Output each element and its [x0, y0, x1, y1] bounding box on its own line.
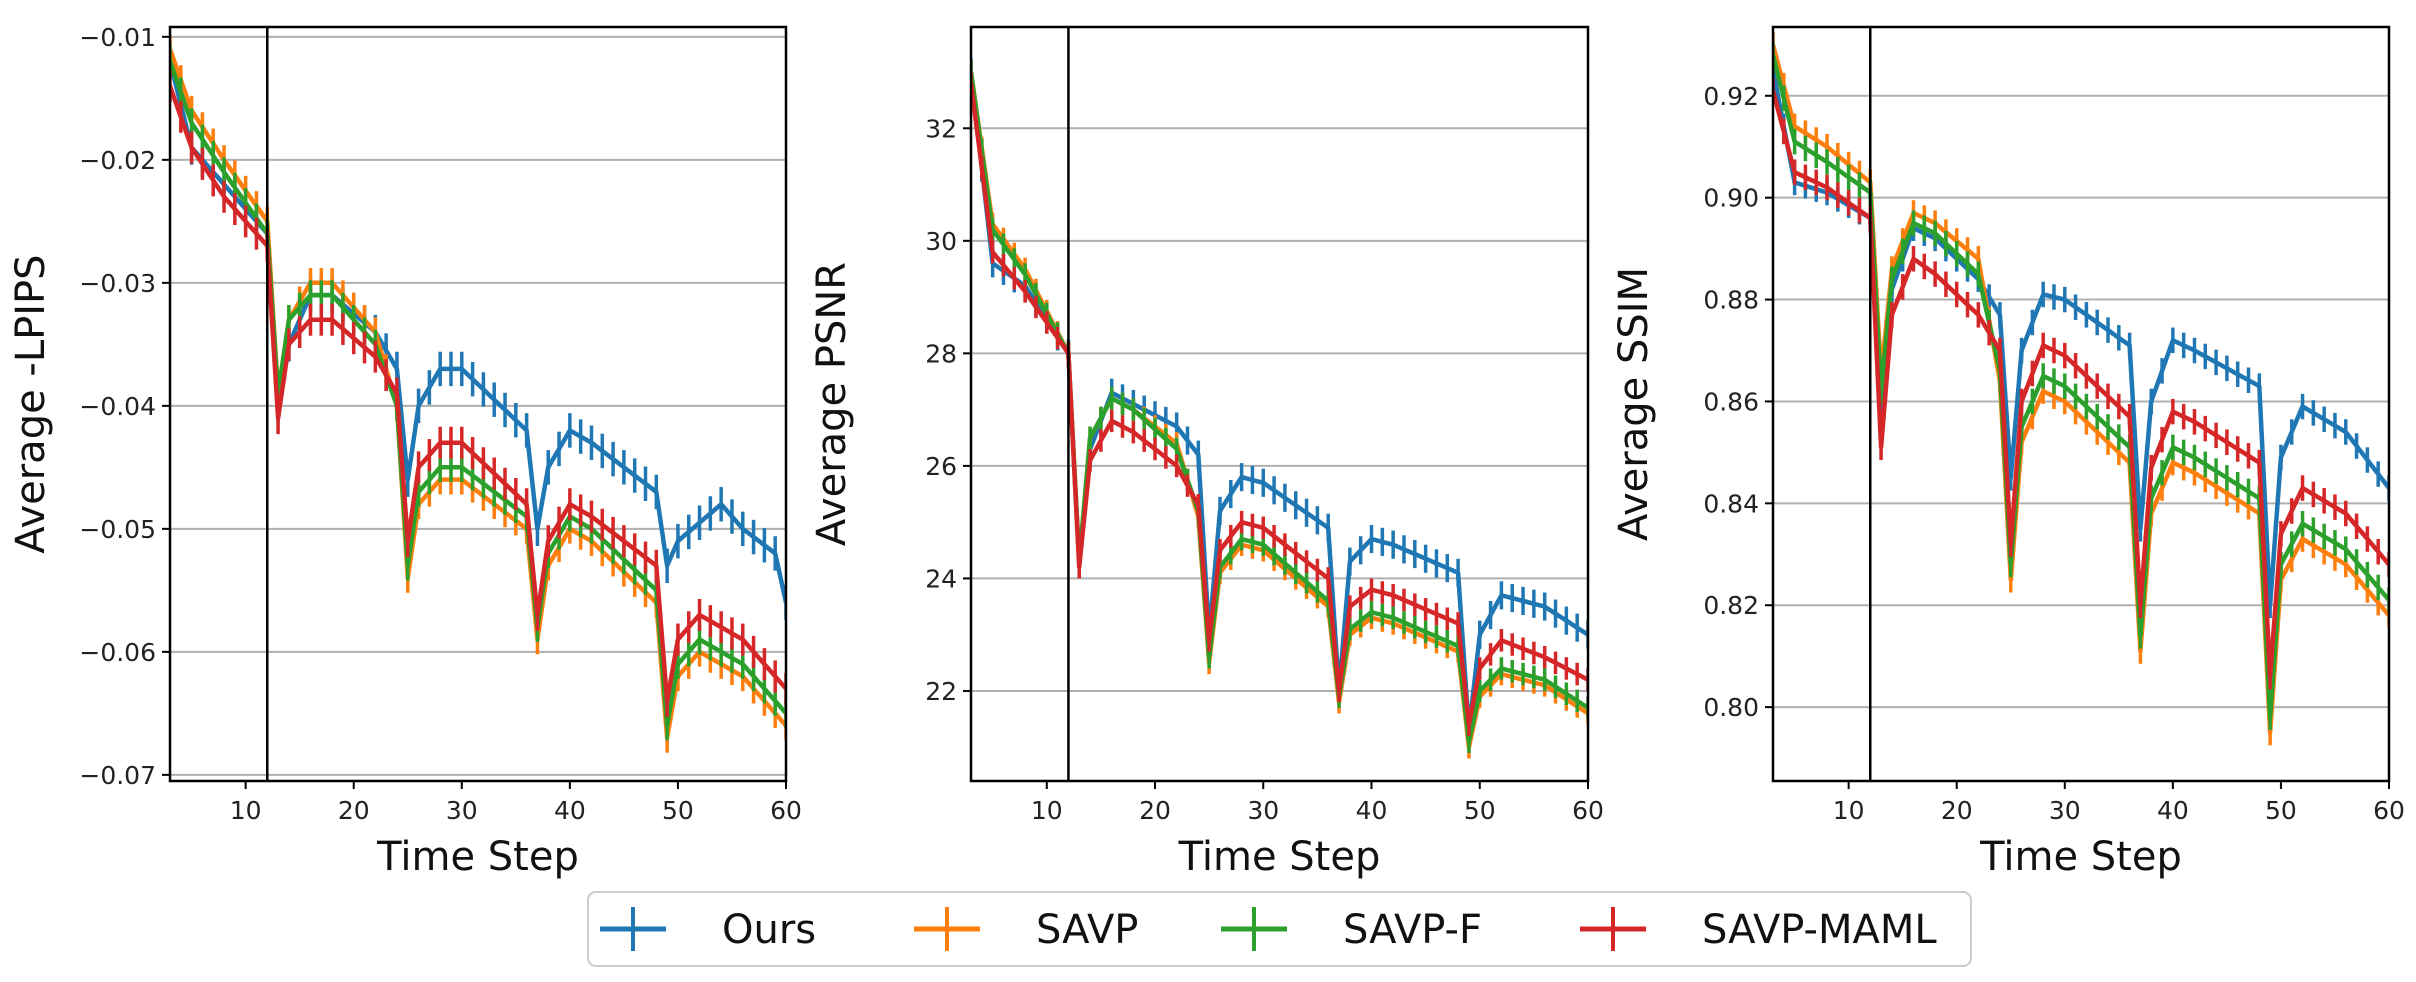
series-savp	[971, 60, 1588, 759]
x-tick-label: 10	[1031, 796, 1063, 825]
y-tick-label: 0.82	[1703, 591, 1759, 620]
x-tick-label: 30	[1247, 796, 1279, 825]
series-line	[170, 60, 786, 728]
x-axis-title: Time Step	[1178, 834, 1381, 880]
series-line	[170, 85, 786, 704]
series-ours	[170, 44, 786, 620]
y-tick-label: 26	[925, 452, 957, 481]
series-ours	[971, 57, 1588, 745]
legend-label: SAVP-F	[1343, 907, 1482, 953]
x-tick-label: 40	[2157, 796, 2189, 825]
y-tick-label: 28	[925, 339, 957, 368]
y-tick-label: 24	[925, 564, 957, 593]
chart-panel-3: 0.80 0.82 0.84 0.86 0.88 0.90 0.92 10 20 30 40 50 60…	[1611, 25, 2405, 880]
series-savp-f	[1773, 42, 2389, 731]
y-tick-label: 0.86	[1703, 387, 1759, 416]
y-tick-label: 0.90	[1703, 184, 1759, 213]
y-tick-label: −0.03	[79, 269, 156, 298]
series-savp-f	[170, 46, 786, 741]
plot-frame	[1771, 25, 2391, 783]
y-axis-title: Average SSIM	[1611, 267, 1657, 541]
series-line	[1773, 54, 2389, 720]
x-tick-label: 60	[2373, 796, 2405, 825]
series-line	[971, 71, 1588, 744]
plot-frame	[969, 25, 1590, 783]
series-savp	[1773, 32, 2389, 746]
series-line	[1773, 69, 2389, 608]
x-tick-label: 50	[662, 796, 694, 825]
y-tick-label: 22	[925, 677, 957, 706]
y-tick-label: −0.06	[79, 638, 156, 667]
series-line	[971, 71, 1588, 733]
series-line	[170, 60, 786, 604]
y-tick-label: −0.04	[79, 392, 156, 421]
x-tick-label: 40	[554, 796, 586, 825]
y-tick-label: −0.02	[79, 146, 156, 175]
y-axis-title: Average -LPIPS	[8, 254, 54, 553]
series-savp-maml	[170, 70, 786, 718]
x-axis-title: Time Step	[1979, 834, 2182, 880]
y-tick-label: −0.07	[79, 761, 156, 790]
series-line	[1773, 90, 2389, 679]
x-axis-title: Time Step	[376, 834, 579, 880]
series-savp-maml	[971, 72, 1588, 736]
x-tick-label: 40	[1356, 796, 1388, 825]
y-tick-label: −0.05	[79, 515, 156, 544]
series-line	[170, 48, 786, 741]
series-line	[1773, 44, 2389, 735]
legend-entry: SAVP	[914, 907, 1138, 953]
x-tick-label: 20	[1941, 796, 1973, 825]
x-tick-label: 60	[770, 796, 802, 825]
y-axis-title: Average PSNR	[809, 262, 855, 546]
x-tick-label: 50	[2265, 796, 2297, 825]
y-tick-label: −0.01	[79, 23, 156, 52]
x-tick-label: 10	[1833, 796, 1865, 825]
chart-panel-2: 22 24 26 28 30 32 10 20 30 40 50 60 Time Step Average…	[809, 25, 1604, 880]
legend-entry: SAVP-F	[1221, 907, 1482, 953]
x-tick-label: 20	[1139, 796, 1171, 825]
legend-label: SAVP-MAML	[1702, 907, 1937, 953]
legend-label: Ours	[722, 907, 816, 953]
y-tick-label: 0.88	[1703, 286, 1759, 315]
series-line	[971, 83, 1588, 727]
y-tick-label: 0.80	[1703, 693, 1759, 722]
x-tick-label: 50	[1464, 796, 1496, 825]
legend-entry: SAVP-MAML	[1580, 907, 1937, 953]
legend-entry: Ours	[600, 907, 816, 953]
x-tick-label: 30	[2049, 796, 2081, 825]
legend-label: SAVP	[1036, 907, 1138, 953]
plot-frame	[168, 25, 788, 783]
y-tick-label: 32	[925, 114, 957, 143]
x-tick-label: 60	[1572, 796, 1604, 825]
x-tick-label: 10	[230, 796, 262, 825]
series-savp-maml	[1773, 77, 2389, 690]
y-tick-label: 30	[925, 227, 957, 256]
y-tick-label: 0.92	[1703, 82, 1759, 111]
y-tick-label: 0.84	[1703, 489, 1759, 518]
x-tick-label: 20	[338, 796, 370, 825]
legend: Ours SAVP SAVP-F SAVP-MAML	[587, 891, 1972, 967]
x-tick-label: 30	[446, 796, 478, 825]
chart-panel-1: −0.01 −0.02 −0.03 −0.04 −0.05 −0.06 −0.07 10 20 3…	[8, 23, 802, 880]
